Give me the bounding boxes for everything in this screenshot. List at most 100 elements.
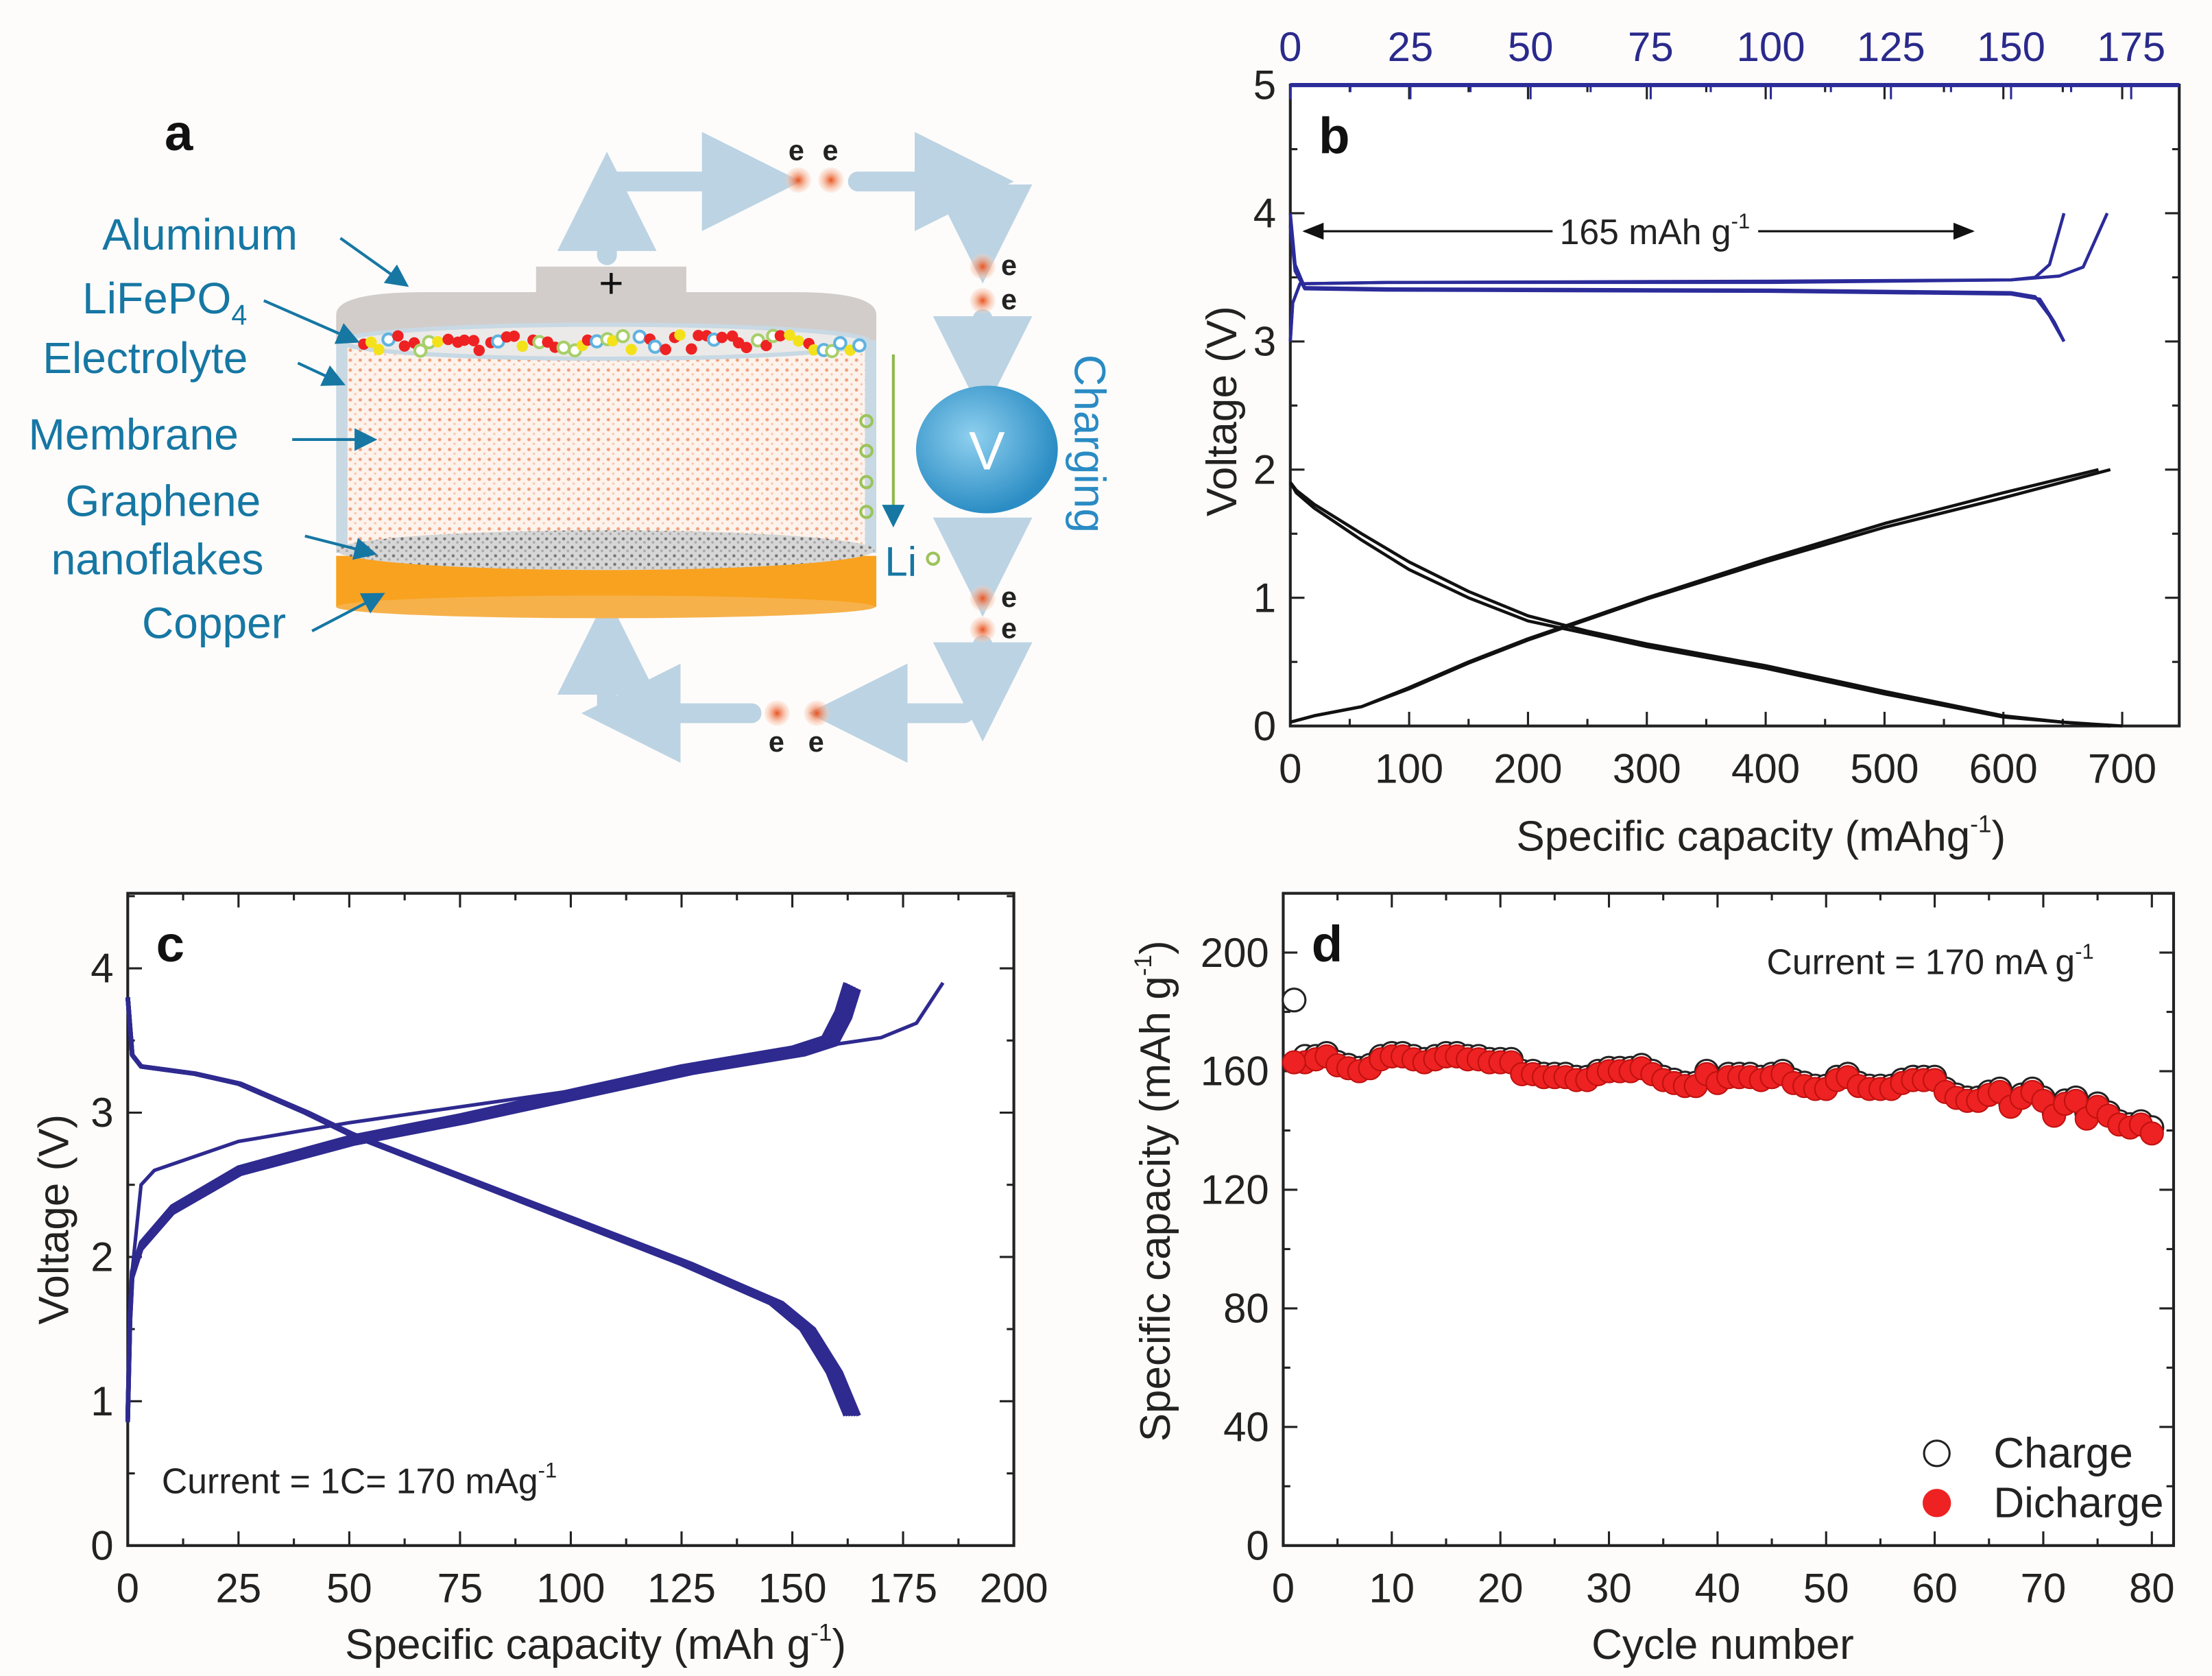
x-tick-label: 50 (326, 1565, 372, 1611)
particle-icon (751, 333, 765, 348)
electron-label: e (1001, 250, 1017, 281)
y-tick-label: 40 (1223, 1404, 1269, 1450)
x-tick-label: 40 (1695, 1565, 1741, 1611)
y-axis-title-sup: -1 (1130, 955, 1157, 976)
li-ion-icon (926, 551, 941, 566)
annotation-current: Current = 1C= 170 mAg-1 (162, 1459, 557, 1501)
panel-letter-d: d (1312, 915, 1343, 972)
particle-icon (833, 335, 847, 350)
y-tick-label: 160 (1201, 1049, 1269, 1094)
x-tick-label: 70 (2021, 1565, 2067, 1611)
x-tick-label: 600 (1969, 745, 2038, 791)
particle-icon (365, 336, 377, 348)
x-tick-label: 200 (980, 1565, 1048, 1611)
y-axis-title: Voltage (V) (1199, 306, 1246, 516)
particle-icon (468, 335, 480, 346)
label-nanoflakes: nanoflakes (51, 534, 264, 584)
panel-letter-c: c (156, 915, 184, 972)
series-line (1288, 226, 2066, 342)
electron-label: e (789, 135, 804, 167)
particle-icon (625, 344, 637, 355)
top-x-tick-label: 125 (1857, 24, 1925, 70)
series-line (1290, 468, 2111, 724)
particle-icon (516, 340, 529, 352)
x-tick-label: 125 (647, 1565, 716, 1611)
label-electrolyte: Electrolyte (43, 333, 248, 383)
y-tick-label: 0 (1253, 703, 1276, 749)
x-tick-label: 700 (2088, 745, 2156, 791)
electron-label: e (1001, 284, 1017, 315)
particle-icon (373, 344, 385, 356)
x-tick-label: 0 (1272, 1565, 1295, 1611)
x-axis-title: Specific capacity (mAh g-1) (345, 1619, 846, 1668)
label-graphene: Graphene (65, 477, 261, 526)
x-axis-title-end: ) (832, 1621, 846, 1668)
electron-icon (818, 167, 844, 193)
electron-icon (785, 167, 811, 193)
discharge-point (2139, 1121, 2164, 1146)
plot-frame (1282, 891, 2176, 1547)
x-tick-label: 0 (117, 1565, 139, 1611)
circuit-arrows (557, 132, 1033, 763)
y-tick-label: 0 (91, 1522, 113, 1568)
annotation-current: Current = 170 mA g-1 (1767, 939, 2094, 982)
top-x-tick-label: 175 (2097, 24, 2165, 70)
electron-label: e (808, 726, 824, 758)
label-membrane: Membrane (29, 409, 239, 459)
charging-label: Charging (1066, 355, 1115, 533)
x-tick-label: 150 (758, 1565, 827, 1611)
series-line (1288, 481, 2111, 728)
x-axis-title-sup: -1 (1970, 811, 1991, 838)
y-tick-label: 4 (91, 946, 113, 992)
voltmeter-icon (915, 385, 1058, 514)
particle-icon (760, 339, 772, 352)
y-tick-label: 1 (91, 1378, 113, 1424)
particle-icon (556, 340, 571, 355)
label-lifepo4: LiFePO4 (82, 274, 247, 331)
annotation-capacity: 165 mAh g-1 (1560, 209, 1751, 252)
y-tick-label: 1 (1253, 575, 1276, 621)
top-x-tick-label: 75 (1628, 24, 1674, 70)
x-axis-title: Cycle number (1591, 1621, 1854, 1668)
plot-frame (1288, 83, 2181, 728)
top-x-tick-label: 50 (1508, 24, 1554, 70)
series-line (1288, 213, 2109, 342)
y-tick-label: 2 (1253, 446, 1276, 492)
arrow-graphene (304, 534, 377, 560)
electrolyte-wall-left (336, 340, 348, 553)
li-ion-icon (859, 475, 874, 490)
x-tick-label: 50 (1803, 1565, 1849, 1611)
electron-label: e (1001, 582, 1017, 613)
discharge-point (1282, 1050, 1306, 1075)
electron-icon (970, 287, 996, 313)
particle-icon (793, 335, 804, 347)
copper-bottom (336, 595, 875, 619)
electron-icon (764, 700, 790, 726)
charge-point (1282, 987, 1307, 1013)
x-tick-label: 80 (2129, 1565, 2175, 1611)
electron-icon (970, 616, 996, 643)
particle-icon (632, 329, 647, 344)
particle-icon (473, 344, 485, 357)
y-tick-label: 4 (1253, 191, 1276, 237)
particle-icon (458, 334, 470, 346)
particle-icon (508, 330, 520, 342)
electron-label: e (769, 726, 784, 758)
electron-label: e (1001, 612, 1017, 644)
particle-icon (442, 333, 454, 346)
particle-icon (852, 338, 867, 353)
legend-discharge-marker (1922, 1489, 1951, 1518)
aluminum-lid (336, 266, 877, 341)
particle-icon (784, 329, 795, 341)
y-tick-label: 3 (91, 1090, 113, 1136)
panel-c-chart: 0 25 50 75 100 125 150 175 200 0 1 2 3 4 c Current = 1C… (30, 891, 1048, 1668)
top-x-tick-label: 25 (1388, 24, 1434, 70)
y-tick-label: 2 (91, 1234, 113, 1280)
electron-icon (804, 700, 830, 726)
discharge-curve (125, 996, 861, 1417)
legend-discharge-label: Dicharge (1993, 1479, 2163, 1527)
x-axis-title: Specific capacity (mAhg-1) (1516, 811, 2006, 861)
particle-icon (392, 330, 404, 342)
